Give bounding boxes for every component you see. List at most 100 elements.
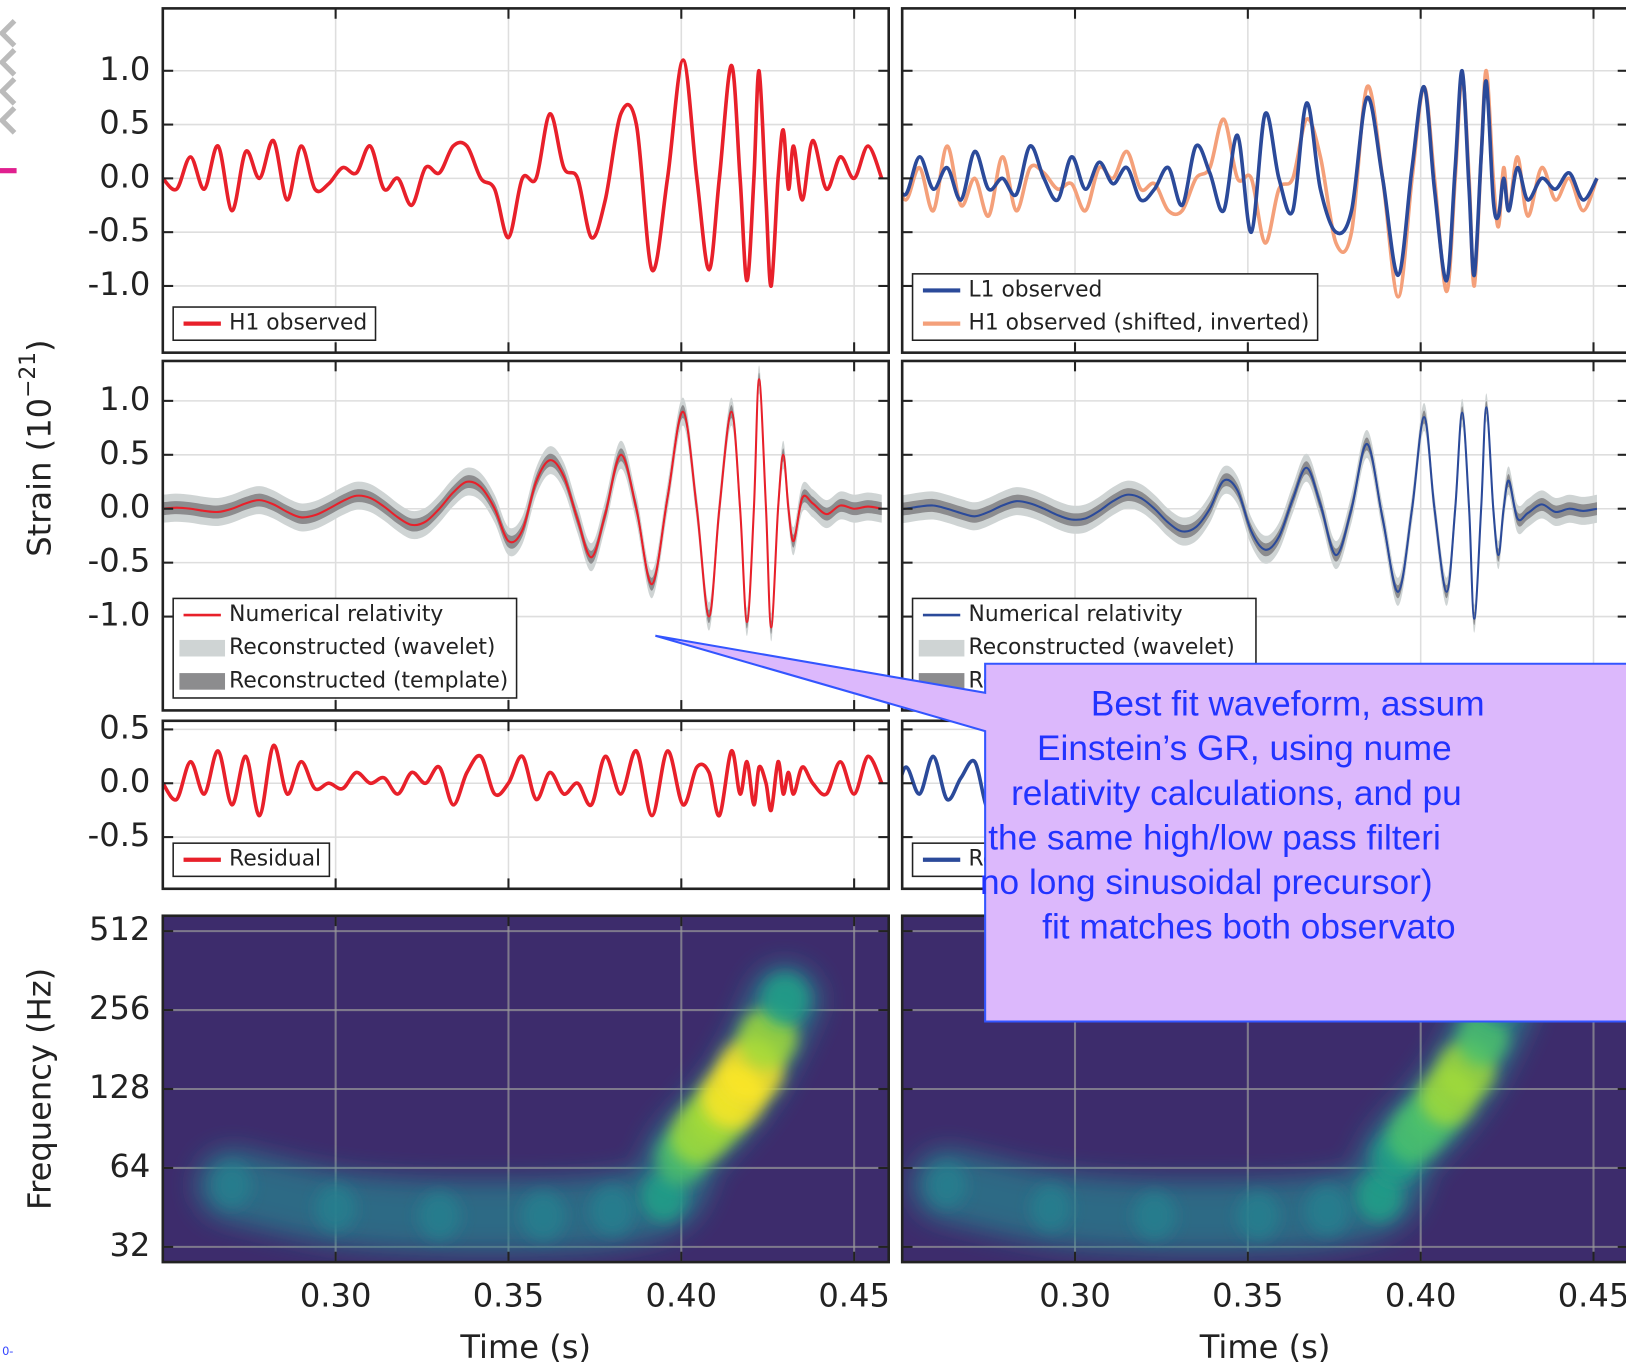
y-tick-label: 32 bbox=[109, 1226, 150, 1264]
panel: L1 observed H1 observed (shifted, inverte… bbox=[900, 7, 1626, 354]
edge-text: 0- bbox=[2, 1344, 13, 1358]
legend-label: Reconstructed (wavelet) bbox=[969, 635, 1235, 660]
callout-line: Best fit waveform, assum bbox=[1091, 685, 1485, 724]
x-axis-label: Time (s) bbox=[1199, 1328, 1331, 1366]
y-label-text: ) bbox=[20, 339, 58, 352]
y-tick-label: 0.0 bbox=[99, 488, 150, 526]
data-line bbox=[902, 406, 1598, 620]
x-tick-label: 0.30 bbox=[1039, 1276, 1111, 1314]
panel: Residual 0.5 0.0 -0.5 bbox=[88, 708, 890, 891]
y-tick-label: 256 bbox=[89, 989, 150, 1027]
legend: H1 observed bbox=[172, 306, 377, 341]
spectrogram-power bbox=[927, 1162, 967, 1208]
plot-area bbox=[162, 8, 889, 353]
x-tick-label: 0.45 bbox=[818, 1276, 890, 1314]
plot-area bbox=[902, 8, 1626, 353]
y-tick-label: 0.5 bbox=[99, 104, 150, 142]
data-line bbox=[162, 743, 884, 818]
edge-mark bbox=[0, 18, 17, 48]
data-line bbox=[162, 378, 882, 629]
panel: Numerical relativity Reconstructed (wavel… bbox=[88, 359, 890, 712]
plot-frame bbox=[900, 7, 1626, 354]
y-tick-label: 1.0 bbox=[99, 50, 150, 88]
legend-box bbox=[911, 273, 1319, 341]
plot-background bbox=[162, 8, 889, 353]
y-tick-label: -1.0 bbox=[88, 265, 151, 303]
panel: 512 256 128 64 32 0.30 0.35 0.40 0.45 Time (s) Fre… bbox=[20, 910, 890, 1366]
spectrogram-power bbox=[1133, 1192, 1176, 1240]
legend-label: Numerical relativity bbox=[969, 602, 1183, 627]
legend-swatch bbox=[918, 639, 965, 657]
x-tick-label: 0.40 bbox=[646, 1276, 718, 1314]
legend: Residual bbox=[172, 842, 331, 878]
band bbox=[902, 400, 1597, 626]
legend-box bbox=[172, 597, 518, 699]
legend-swatch bbox=[179, 639, 226, 657]
callout: Best fit waveform, assum Einstein’s GR, … bbox=[655, 634, 1626, 1023]
y-tick-label: 128 bbox=[89, 1068, 150, 1106]
y-label-exponent: −21 bbox=[16, 352, 41, 398]
legend: L1 observed H1 observed (shifted, inverte… bbox=[911, 273, 1319, 341]
callout-line: no long sinusoidal precursor) bbox=[980, 863, 1433, 902]
legend-label: H1 observed bbox=[229, 311, 367, 336]
spectrogram-power bbox=[761, 973, 809, 1026]
plot-frame bbox=[161, 719, 890, 891]
data-line bbox=[162, 58, 884, 288]
plot-area bbox=[162, 720, 889, 889]
x-tick-label: 0.45 bbox=[1558, 1276, 1626, 1314]
panel: H1 observed 1.0 0.5 0.0 -0.5 -1.0 bbox=[88, 7, 890, 354]
edge-mark bbox=[0, 106, 17, 135]
y-axis-label: Strain (10−21) bbox=[16, 339, 58, 556]
x-tick-label: 0.40 bbox=[1385, 1276, 1457, 1314]
plot-area bbox=[902, 360, 1626, 711]
edge-mark bbox=[0, 77, 17, 106]
x-tick-label: 0.30 bbox=[300, 1276, 372, 1314]
y-tick-label: 0.5 bbox=[99, 708, 150, 746]
data-line bbox=[902, 68, 1599, 283]
spectrogram-power bbox=[212, 1162, 252, 1208]
y-label-text: Strain (10 bbox=[20, 398, 58, 557]
y-tick-label: -0.5 bbox=[88, 816, 151, 854]
edge-mark bbox=[0, 48, 17, 77]
y-tick-label: -0.5 bbox=[88, 542, 151, 580]
callout-line: fit matches both observato bbox=[1042, 908, 1455, 947]
legend-label: Numerical relativity bbox=[229, 602, 443, 627]
spectrogram-power bbox=[1030, 1185, 1071, 1232]
plot-frame bbox=[161, 7, 890, 354]
y-tick-label: -1.0 bbox=[88, 596, 151, 634]
y-tick-label: -0.5 bbox=[88, 211, 151, 249]
x-tick-label: 0.35 bbox=[473, 1276, 545, 1314]
plot-frame bbox=[161, 359, 890, 712]
legend-label: Reconstructed (wavelet) bbox=[229, 635, 495, 660]
y-tick-label: 0.5 bbox=[99, 434, 150, 472]
legend: Numerical relativity Reconstructed (wavel… bbox=[172, 597, 518, 699]
y-tick-label: 0.0 bbox=[99, 762, 150, 800]
panel: Numerical relativity Reconstructed (wavel… bbox=[900, 359, 1626, 712]
callout-line: relativity calculations, and pu bbox=[1011, 774, 1462, 813]
spectrogram-power bbox=[521, 1191, 566, 1241]
spectrogram-power bbox=[1237, 1192, 1280, 1240]
plot-area bbox=[162, 915, 889, 1263]
y-tick-label: 0.0 bbox=[99, 157, 150, 195]
spectrogram-power bbox=[315, 1185, 356, 1232]
x-tick-label: 0.35 bbox=[1212, 1276, 1284, 1314]
legend-label: L1 observed bbox=[969, 277, 1103, 302]
legend-swatch bbox=[179, 673, 226, 690]
legend-label: Residual bbox=[229, 847, 321, 872]
spectrogram-power bbox=[590, 1186, 635, 1236]
edge-bar bbox=[0, 168, 17, 174]
slide-edge: 0- bbox=[0, 18, 17, 1358]
y-tick-label: 1.0 bbox=[99, 380, 150, 418]
y-tick-label: 64 bbox=[109, 1147, 150, 1185]
legend-label: Reconstructed (template) bbox=[229, 668, 508, 693]
y-axis-label: Frequency (Hz) bbox=[20, 968, 58, 1210]
callout-box bbox=[655, 634, 1626, 1023]
x-axis-label: Time (s) bbox=[459, 1328, 591, 1366]
y-tick-label: 512 bbox=[89, 910, 150, 948]
spectrogram-power bbox=[1457, 1010, 1509, 1066]
spectrogram-power bbox=[418, 1192, 461, 1240]
callout-line: the same high/low pass filteri bbox=[988, 818, 1441, 857]
legend-label: H1 observed (shifted, inverted) bbox=[969, 311, 1310, 336]
